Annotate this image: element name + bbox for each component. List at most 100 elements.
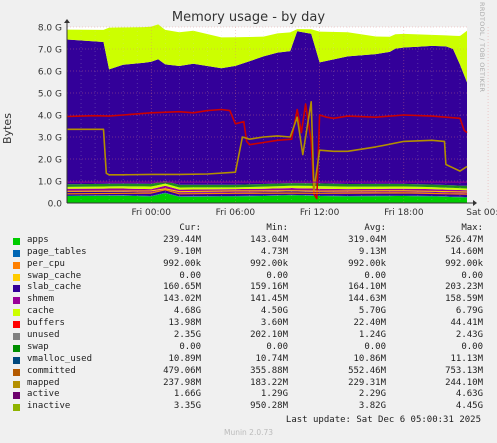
legend-min: 950.28M <box>250 401 288 412</box>
legend-min: 355.88M <box>250 365 288 376</box>
legend-cur: 2.35G <box>173 330 201 341</box>
legend-row-slab-cache: slab_cache 160.65M 159.16M 164.10M 203.23M <box>8 282 488 294</box>
legend-max: 158.59M <box>445 294 483 305</box>
legend-name: slab_cache <box>27 282 82 293</box>
legend-max: 0.00 <box>461 270 483 281</box>
legend-avg: 22.40M <box>353 318 386 329</box>
legend-max: 0.00 <box>461 341 483 352</box>
legend-swatch <box>13 285 20 293</box>
area-slab-detail <box>67 181 467 189</box>
legend-row-swap: swap 0.00 0.00 0.00 0.00 <box>8 342 488 354</box>
legend-swatch <box>13 297 20 305</box>
legend-rows: apps 239.44M 143.04M 319.04M 526.47M page_tab… <box>8 235 488 413</box>
line-buffers <box>66 103 468 200</box>
area-shmem <box>67 185 467 194</box>
legend-avg: 552.46M <box>348 365 386 376</box>
legend-name: per_cpu <box>27 258 65 269</box>
legend-max: 4.63G <box>455 389 483 400</box>
munin-version: Munin 2.0.73 <box>223 428 274 437</box>
legend-name: vmalloc_used <box>27 353 93 364</box>
x-tick-label: Fri 06:00 <box>216 208 256 215</box>
legend-max: 244.10M <box>445 377 483 388</box>
legend-row-committed: committed 479.06M 355.88M 552.46M 753.13M <box>8 366 488 378</box>
x-axis-arrow <box>473 200 477 206</box>
legend-swatch <box>13 344 20 352</box>
legend-name: inactive <box>27 401 71 412</box>
legend-swatch <box>13 333 20 341</box>
legend-max: 753.13M <box>445 365 483 376</box>
legend-avg: 3.82G <box>358 401 386 412</box>
legend-name: swap_cache <box>27 270 82 281</box>
legend-cur: 143.02M <box>163 294 201 305</box>
legend-swatch <box>13 380 20 388</box>
legend-avg: 0.00 <box>364 270 386 281</box>
legend-min: 3.60M <box>260 318 288 329</box>
legend-max: 526.47M <box>445 234 483 245</box>
legend-swatch <box>13 249 20 257</box>
legend-swatch <box>13 321 20 329</box>
line-committed <box>67 101 468 191</box>
y-tick-label: 4.0 G <box>38 112 62 122</box>
legend-swatch <box>13 356 20 364</box>
legend-avg: 1.24G <box>358 330 386 341</box>
y-tick-label: 1.0 G <box>38 178 62 188</box>
legend-max: 11.13M <box>450 353 483 364</box>
legend-cur: 0.00 <box>179 341 201 352</box>
y-tick-label: 0.0 <box>48 200 63 210</box>
legend-avg: 9.13M <box>358 246 386 257</box>
legend-row-cache: cache 4.68G 4.50G 5.70G 6.79G <box>8 306 488 318</box>
legend-row-mapped: mapped 237.98M 183.22M 229.31M 244.10M <box>8 378 488 390</box>
legend-name: mapped <box>27 377 60 388</box>
legend-avg: 0.00 <box>364 341 386 352</box>
legend-header-min: Min: <box>266 223 288 233</box>
legend-cur: 479.06M <box>163 365 201 376</box>
legend-cur: 1.66G <box>173 389 201 400</box>
legend-min: 992.00k <box>250 258 288 269</box>
legend-row-shmem: shmem 143.02M 141.45M 144.63M 158.59M <box>8 294 488 306</box>
legend-name: page_tables <box>27 246 87 257</box>
memory-chart: 0.0 1.0 G 2.0 G 3.0 G 4.0 G 5.0 G 6.0 G 7.0 G 8.… <box>38 19 497 215</box>
y-tick-label: 6.0 G <box>38 68 62 78</box>
legend-row-per-cpu: per_cpu 992.00k 992.00k 992.00k 992.00k <box>8 259 488 271</box>
legend-avg: 5.70G <box>358 306 386 317</box>
legend-min: 183.22M <box>250 377 288 388</box>
y-tick-label: 2.0 G <box>38 156 62 166</box>
legend: Cur: Min: Avg: Max: apps 239.44M 143.04M 31… <box>8 223 488 413</box>
line-swap <box>66 189 468 195</box>
legend-avg: 10.86M <box>353 353 386 364</box>
legend-header-max: Max: <box>461 223 483 233</box>
legend-row-buffers: buffers 13.98M 3.60M 22.40M 44.41M <box>8 318 488 330</box>
legend-swatch <box>13 404 20 412</box>
legend-row-apps: apps 239.44M 143.04M 319.04M 526.47M <box>8 235 488 247</box>
legend-min: 141.45M <box>250 294 288 305</box>
line-active <box>66 188 468 193</box>
legend-name: buffers <box>27 318 65 329</box>
legend-swatch <box>13 261 20 269</box>
x-tick-label: Fri 18:00 <box>384 208 424 215</box>
legend-name: apps <box>27 234 49 245</box>
legend-min: 0.00 <box>266 341 288 352</box>
legend-cur: 4.68G <box>173 306 201 317</box>
legend-name: cache <box>27 306 55 317</box>
legend-row-active: active 1.66G 1.29G 2.29G 4.63G <box>8 389 488 401</box>
legend-min: 159.16M <box>250 282 288 293</box>
legend-min: 4.73M <box>260 246 288 257</box>
legend-avg: 992.00k <box>348 258 386 269</box>
area-unused <box>67 24 467 83</box>
legend-swatch <box>13 368 20 376</box>
y-tick-label: 5.0 G <box>38 90 62 100</box>
legend-row-swap-cache: swap_cache 0.00 0.00 0.00 0.00 <box>8 271 488 283</box>
legend-max: 4.45G <box>455 401 483 412</box>
legend-cur: 992.00k <box>163 258 201 269</box>
legend-row-vmalloc-used: vmalloc_used 10.89M 10.74M 10.86M 11.13M <box>8 354 488 366</box>
legend-row-unused: unused 2.35G 202.10M 1.24G 2.43G <box>8 330 488 342</box>
legend-cur: 13.98M <box>168 318 201 329</box>
legend-name: swap <box>27 341 49 352</box>
legend-swatch <box>13 273 20 281</box>
x-tick-label: Fri 12:00 <box>300 208 340 215</box>
legend-name: unused <box>27 330 60 341</box>
legend-cur: 0.00 <box>179 270 201 281</box>
y-tick-label: 3.0 G <box>38 134 62 144</box>
legend-min: 0.00 <box>266 270 288 281</box>
legend-name: committed <box>27 365 76 376</box>
